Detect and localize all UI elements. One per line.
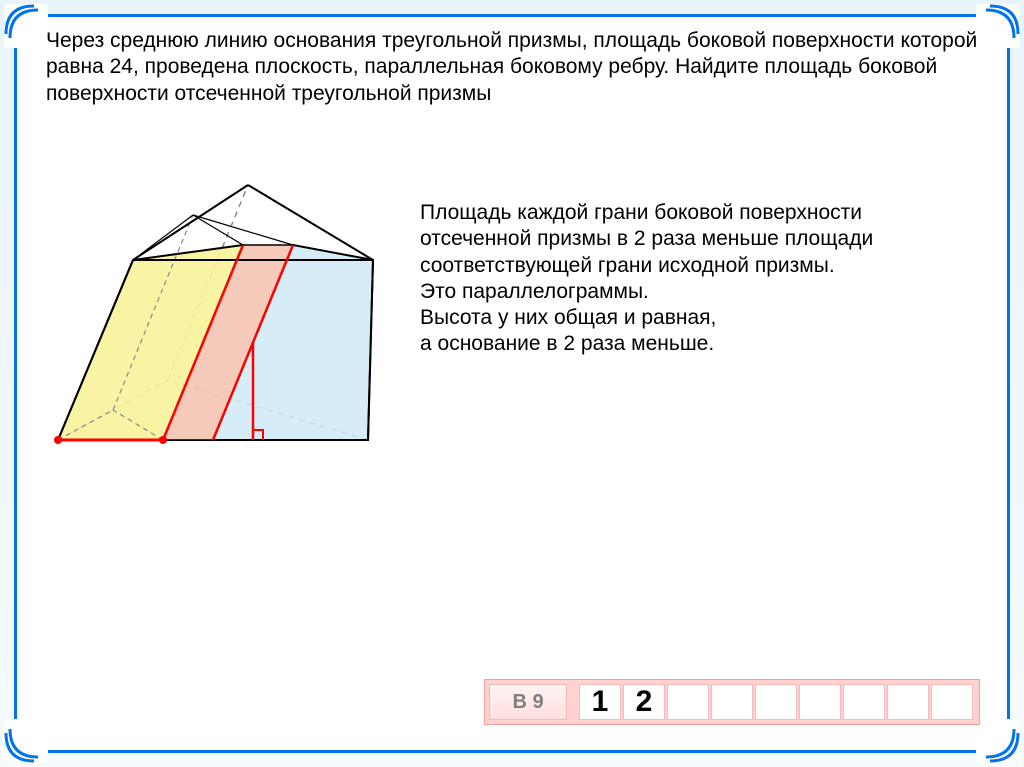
frame-corner-icon: [976, 4, 1020, 48]
answer-cell: 2: [623, 684, 665, 720]
answer-row: В 9 1 2: [484, 679, 980, 725]
problem-text: Через среднюю линию основания треугольно…: [46, 28, 978, 107]
answer-cell: [887, 684, 929, 720]
explanation-text: Площадь каждой грани боковой поверхности…: [420, 200, 978, 358]
answer-cell: [843, 684, 885, 720]
answer-cell: [755, 684, 797, 720]
answer-cell: 1: [579, 684, 621, 720]
frame-corner-icon: [4, 4, 48, 48]
prism-diagram: [38, 165, 388, 455]
frame-corner-icon: [4, 719, 48, 763]
answer-cell: [799, 684, 841, 720]
frame-corner-icon: [976, 719, 1020, 763]
answer-cell: [711, 684, 753, 720]
answer-label: В 9: [489, 684, 567, 720]
answer-cell: [667, 684, 709, 720]
answer-cell: [931, 684, 973, 720]
